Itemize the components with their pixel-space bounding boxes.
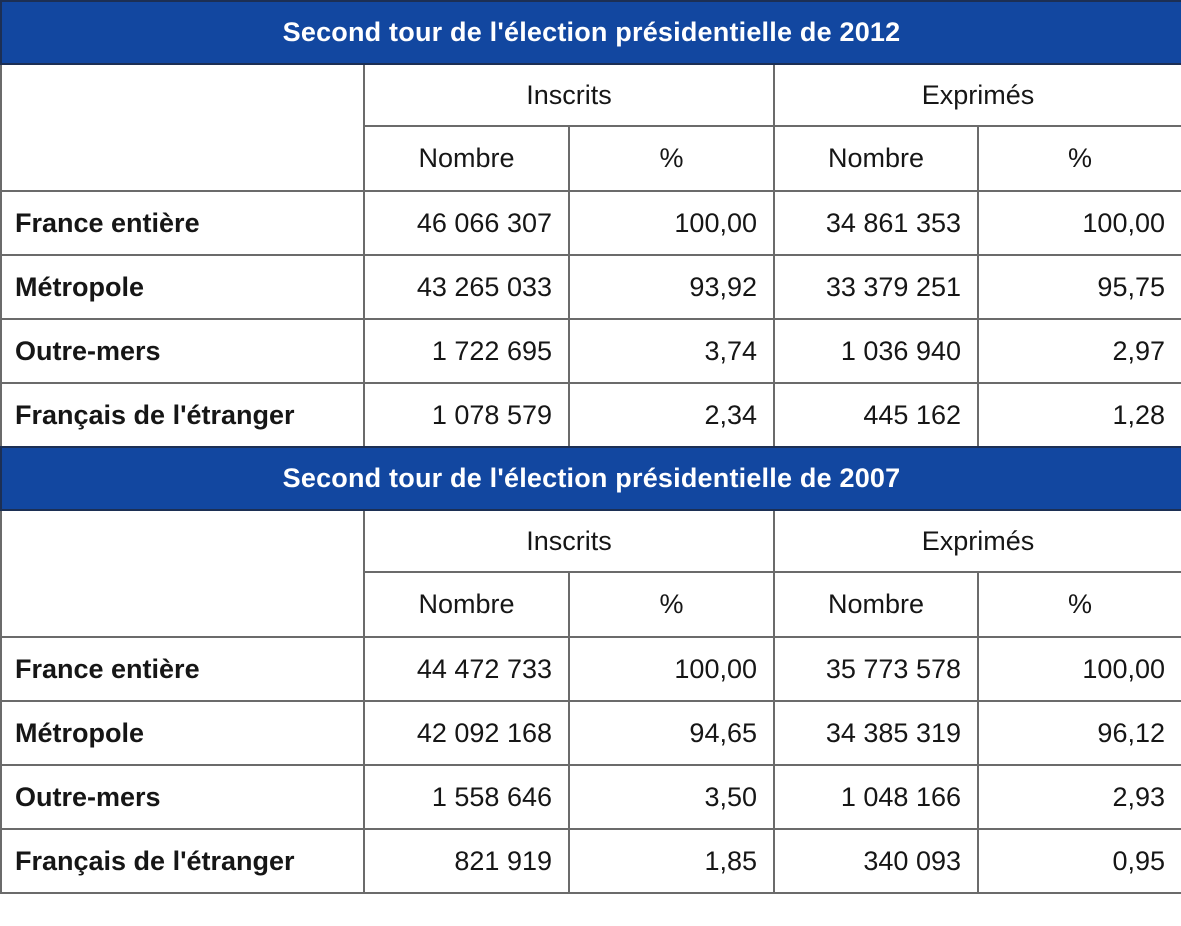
value-cell: 44 472 733 bbox=[363, 636, 570, 702]
value-cell: 33 379 251 bbox=[773, 254, 979, 320]
value-cell: 340 093 bbox=[773, 828, 979, 894]
subheader-inscrits-nombre: Nombre bbox=[363, 125, 570, 192]
subheader-exprimes-nombre: Nombre bbox=[773, 571, 979, 638]
subheader-inscrits-percent: % bbox=[568, 571, 775, 638]
table-row: Outre-mers 1 558 646 3,50 1 048 166 2,93 bbox=[0, 764, 1181, 830]
value-cell: 42 092 168 bbox=[363, 700, 570, 766]
value-cell: 2,97 bbox=[977, 318, 1181, 384]
value-cell: 34 861 353 bbox=[773, 190, 979, 256]
table-row: France entière 46 066 307 100,00 34 861 … bbox=[0, 190, 1181, 256]
subheader-inscrits-percent: % bbox=[568, 125, 775, 192]
value-cell: 43 265 033 bbox=[363, 254, 570, 320]
value-cell: 94,65 bbox=[568, 700, 775, 766]
row-label: France entière bbox=[0, 190, 365, 256]
corner-cell bbox=[0, 63, 365, 192]
value-cell: 0,95 bbox=[977, 828, 1181, 894]
value-cell: 96,12 bbox=[977, 700, 1181, 766]
value-cell: 445 162 bbox=[773, 382, 979, 448]
value-cell: 100,00 bbox=[568, 636, 775, 702]
value-cell: 1,28 bbox=[977, 382, 1181, 448]
table-row: France entière 44 472 733 100,00 35 773 … bbox=[0, 636, 1181, 702]
value-cell: 1 048 166 bbox=[773, 764, 979, 830]
value-cell: 46 066 307 bbox=[363, 190, 570, 256]
election-table-2012: Second tour de l'élection présidentielle… bbox=[0, 0, 1181, 448]
value-cell: 95,75 bbox=[977, 254, 1181, 320]
value-cell: 100,00 bbox=[977, 636, 1181, 702]
value-cell: 2,34 bbox=[568, 382, 775, 448]
corner-cell bbox=[0, 509, 365, 638]
value-cell: 1,85 bbox=[568, 828, 775, 894]
value-cell: 93,92 bbox=[568, 254, 775, 320]
column-group-exprimes: Exprimés bbox=[773, 509, 1181, 573]
table-row: Métropole 42 092 168 94,65 34 385 319 96… bbox=[0, 700, 1181, 766]
table-row: Métropole 43 265 033 93,92 33 379 251 95… bbox=[0, 254, 1181, 320]
value-cell: 34 385 319 bbox=[773, 700, 979, 766]
column-group-exprimes: Exprimés bbox=[773, 63, 1181, 127]
value-cell: 821 919 bbox=[363, 828, 570, 894]
subheader-inscrits-nombre: Nombre bbox=[363, 571, 570, 638]
value-cell: 1 036 940 bbox=[773, 318, 979, 384]
row-label: Français de l'étranger bbox=[0, 828, 365, 894]
table-row: Français de l'étranger 1 078 579 2,34 44… bbox=[0, 382, 1181, 448]
subheader-exprimes-percent: % bbox=[977, 125, 1181, 192]
table-row: Français de l'étranger 821 919 1,85 340 … bbox=[0, 828, 1181, 894]
table-title-2012: Second tour de l'élection présidentielle… bbox=[0, 0, 1181, 65]
value-cell: 2,93 bbox=[977, 764, 1181, 830]
row-label: France entière bbox=[0, 636, 365, 702]
row-label: Métropole bbox=[0, 700, 365, 766]
table-row: Outre-mers 1 722 695 3,74 1 036 940 2,97 bbox=[0, 318, 1181, 384]
value-cell: 35 773 578 bbox=[773, 636, 979, 702]
election-results-tables: Second tour de l'élection présidentielle… bbox=[0, 0, 1181, 894]
value-cell: 1 558 646 bbox=[363, 764, 570, 830]
table-title-2007: Second tour de l'élection présidentielle… bbox=[0, 446, 1181, 511]
row-label: Français de l'étranger bbox=[0, 382, 365, 448]
value-cell: 1 722 695 bbox=[363, 318, 570, 384]
value-cell: 3,74 bbox=[568, 318, 775, 384]
row-label: Outre-mers bbox=[0, 318, 365, 384]
value-cell: 100,00 bbox=[977, 190, 1181, 256]
value-cell: 100,00 bbox=[568, 190, 775, 256]
row-label: Métropole bbox=[0, 254, 365, 320]
subheader-exprimes-percent: % bbox=[977, 571, 1181, 638]
value-cell: 3,50 bbox=[568, 764, 775, 830]
column-group-inscrits: Inscrits bbox=[363, 63, 775, 127]
column-group-inscrits: Inscrits bbox=[363, 509, 775, 573]
subheader-exprimes-nombre: Nombre bbox=[773, 125, 979, 192]
election-table-2007: Second tour de l'élection présidentielle… bbox=[0, 446, 1181, 894]
value-cell: 1 078 579 bbox=[363, 382, 570, 448]
row-label: Outre-mers bbox=[0, 764, 365, 830]
